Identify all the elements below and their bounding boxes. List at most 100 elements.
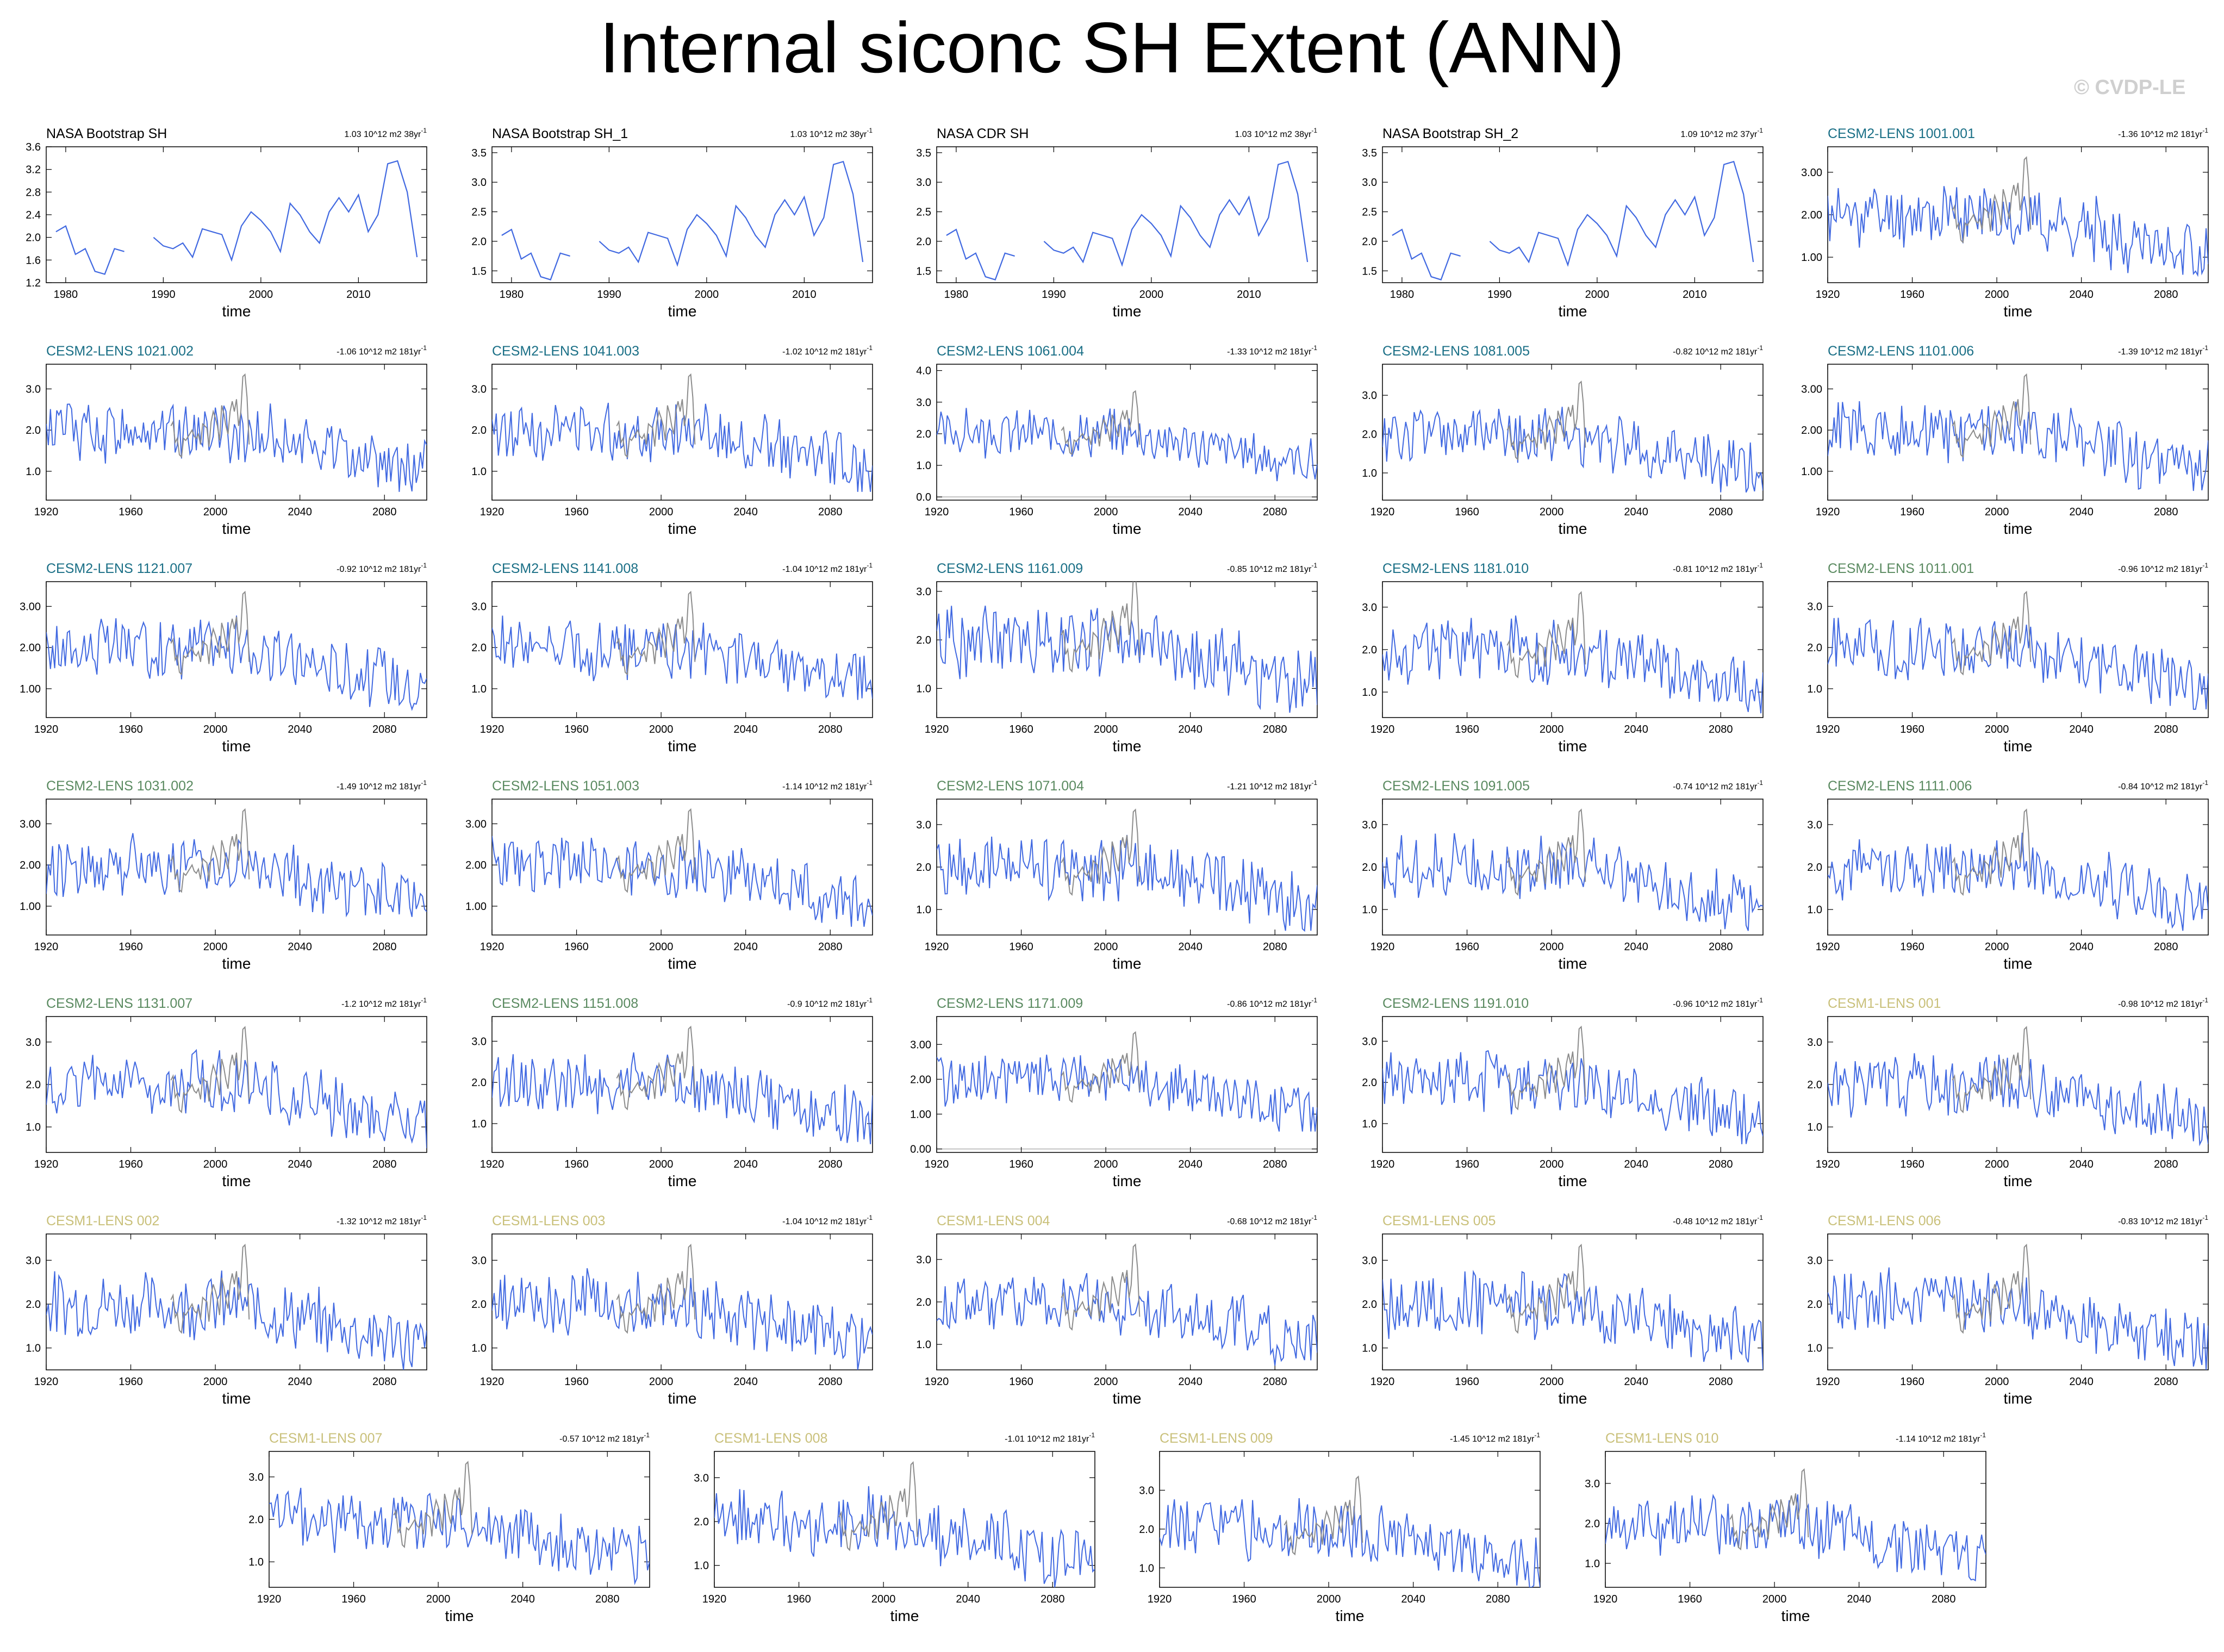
x-tick-label: 1920: [1816, 724, 1840, 735]
trend-superscript: -1: [421, 344, 427, 352]
x-tick-label: 1960: [1455, 941, 1479, 953]
y-tick-label: 2.0: [1362, 644, 1377, 656]
chart-panel: CESM2-LENS 1021.002 -1.06 10^12 m2 181yr-…: [26, 344, 427, 537]
x-tick-label: 2080: [372, 724, 397, 735]
x-tick-label: 2010: [1237, 289, 1261, 301]
plot-frame: [714, 1451, 1095, 1588]
x-tick-label: 2000: [1985, 506, 2009, 518]
plot-frame: [1382, 146, 1764, 283]
x-tick-label: 2040: [1624, 506, 1648, 518]
x-tick-label: 2000: [1585, 289, 1610, 301]
trend-label: -0.84 10^12 m2 181yr-1: [2118, 779, 2208, 791]
panel-title: CESM2-LENS 1141.008: [492, 561, 638, 576]
x-axis-label: time: [222, 1173, 251, 1189]
chart-panel: CESM1-LENS 007 -0.57 10^12 m2 181yr-1 1.0 2…: [248, 1431, 650, 1624]
plot-frame: [46, 1233, 427, 1370]
series-line: [46, 833, 427, 918]
x-axis-label: time: [668, 1390, 697, 1407]
y-tick-label: 2.00: [1801, 209, 1822, 221]
x-tick-label: 1960: [1009, 941, 1033, 953]
obs-overlay-line: [170, 1026, 250, 1113]
x-tick-label: 1920: [480, 941, 504, 953]
x-tick-label: 2040: [733, 1376, 758, 1388]
chart-panel: CESM2-LENS 1091.005 -0.74 10^12 m2 181yr-…: [1362, 778, 1764, 972]
chart-panel: NASA CDR SH 1.03 10^12 m2 38yr-1 1.5 2.0 2.5…: [916, 126, 1318, 320]
trend-superscript: -1: [421, 779, 427, 787]
x-tick-label: 2000: [1094, 724, 1118, 735]
plot-frame: [491, 799, 873, 936]
y-tick-label: 1.0: [916, 683, 931, 695]
x-tick-label: 1960: [1678, 1593, 1702, 1605]
chart-panel: CESM2-LENS 1071.004 -1.21 10^12 m2 181yr-…: [916, 778, 1318, 972]
panel-title: CESM2-LENS 1081.005: [1382, 344, 1530, 359]
x-tick-label: 2000: [1540, 941, 1564, 953]
x-tick-label: 2000: [1094, 506, 1118, 518]
x-tick-label: 1920: [34, 724, 59, 735]
y-tick-label: 3.0: [916, 819, 931, 831]
panel-title: NASA Bootstrap SH_1: [492, 126, 628, 141]
x-tick-label: 1960: [1009, 506, 1033, 518]
y-tick-label: 3.6: [26, 141, 41, 153]
y-tick-label: 3.00: [910, 1039, 931, 1051]
panel-title: CESM1-LENS 001: [1828, 996, 1941, 1011]
chart-panel: CESM2-LENS 1151.008 -0.9 10^12 m2 181yr-1…: [471, 996, 873, 1189]
x-tick-label: 2000: [1762, 1593, 1787, 1605]
y-tick-label: 2.4: [26, 209, 41, 221]
panel-title: CESM2-LENS 1051.003: [492, 778, 639, 794]
y-tick-label: 2.0: [916, 428, 931, 440]
y-tick-label: 1.0: [26, 1121, 41, 1133]
x-axis-label: time: [668, 738, 697, 755]
x-tick-label: 1920: [1816, 289, 1840, 301]
y-tick-label: 2.0: [26, 232, 41, 244]
x-tick-label: 1920: [34, 941, 59, 953]
y-tick-label: 3.2: [26, 164, 41, 176]
x-tick-label: 2040: [733, 941, 758, 953]
trend-label: -1.39 10^12 m2 181yr-1: [2118, 344, 2208, 357]
panel-title: CESM1-LENS 004: [937, 1213, 1050, 1229]
trend-superscript: -1: [867, 344, 873, 352]
y-tick-label: 2.5: [916, 207, 931, 219]
chart-panel: NASA Bootstrap SH_1 1.03 10^12 m2 38yr-1 1…: [471, 126, 873, 320]
y-tick-label: 2.8: [26, 186, 41, 198]
chart-panel: CESM2-LENS 1101.006 -1.39 10^12 m2 181yr-…: [1801, 344, 2209, 537]
x-tick-label: 1990: [1487, 289, 1512, 301]
y-tick-label: 1.0: [916, 460, 931, 472]
x-tick-label: 2010: [1683, 289, 1707, 301]
trend-label: -1.49 10^12 m2 181yr-1: [337, 779, 427, 791]
plot-frame: [1382, 581, 1764, 718]
plot-frame: [1159, 1451, 1541, 1588]
chart-panel: CESM2-LENS 1081.005 -0.82 10^12 m2 181yr-…: [1362, 344, 1764, 537]
plot-frame: [491, 364, 873, 501]
x-tick-label: 2040: [733, 1158, 758, 1170]
y-tick-label: 1.00: [20, 683, 41, 695]
x-tick-label: 2080: [2154, 289, 2178, 301]
y-tick-label: 1.0: [1362, 687, 1377, 699]
series-line: [1828, 1053, 2208, 1146]
chart-panel: CESM2-LENS 1011.001 -0.96 10^12 m2 181yr-…: [1807, 561, 2209, 755]
x-tick-label: 1920: [257, 1593, 282, 1605]
y-tick-label: 1.0: [1585, 1558, 1600, 1570]
y-tick-label: 2.00: [465, 859, 487, 871]
series-line: [937, 408, 1317, 482]
y-tick-label: 1.0: [471, 683, 487, 695]
x-tick-label: 2000: [1540, 1158, 1564, 1170]
y-tick-label: 2.0: [916, 1296, 931, 1308]
series-line: [1828, 1267, 2208, 1370]
y-tick-label: 3.0: [916, 397, 931, 409]
series-line: [492, 402, 873, 492]
x-tick-label: 2080: [1263, 724, 1287, 735]
x-tick-label: 2000: [871, 1593, 896, 1605]
x-tick-label: 1960: [1009, 1158, 1033, 1170]
x-tick-label: 1960: [119, 724, 142, 735]
x-tick-label: 2080: [1709, 506, 1733, 518]
x-tick-label: 1960: [119, 1158, 142, 1170]
y-tick-label: 1.0: [1362, 904, 1377, 916]
trend-superscript: -1: [1311, 1214, 1317, 1221]
plot-frame: [1827, 581, 2209, 718]
trend-superscript: -1: [1757, 996, 1763, 1004]
plot-frame: [1382, 1233, 1764, 1370]
panel-title: CESM1-LENS 006: [1828, 1213, 1941, 1229]
x-tick-label: 1920: [1370, 724, 1395, 735]
x-tick-label: 1960: [1900, 941, 1924, 953]
panel-title: NASA Bootstrap SH: [46, 126, 167, 141]
